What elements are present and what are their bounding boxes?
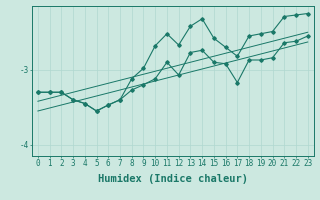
X-axis label: Humidex (Indice chaleur): Humidex (Indice chaleur) — [98, 174, 248, 184]
